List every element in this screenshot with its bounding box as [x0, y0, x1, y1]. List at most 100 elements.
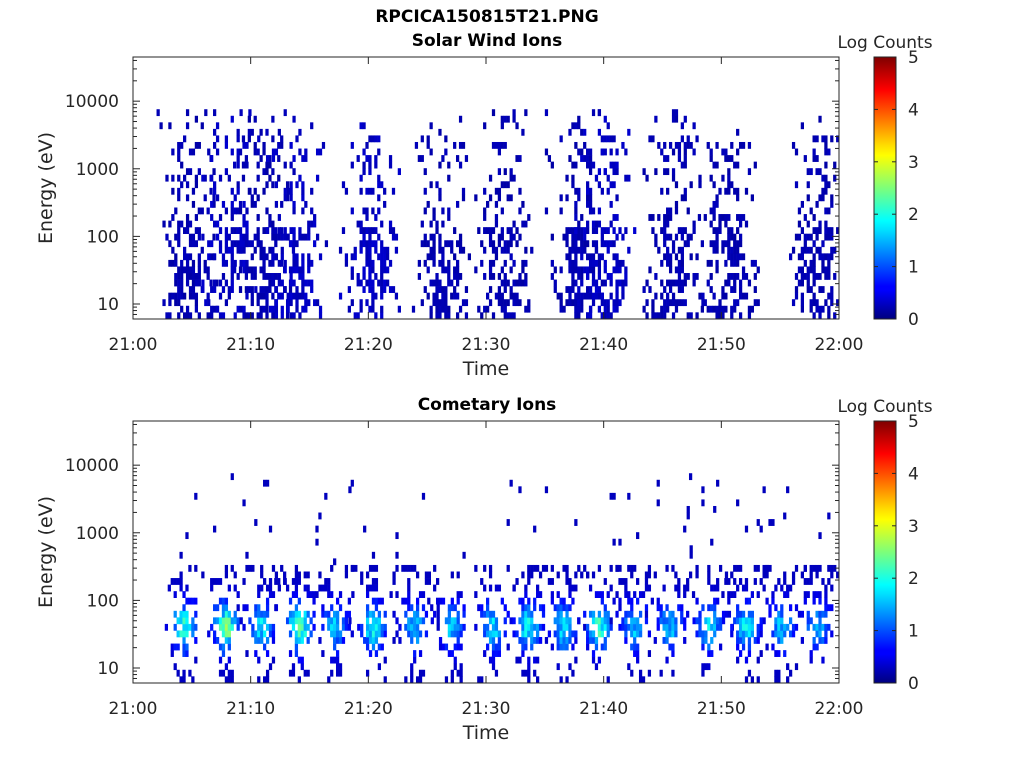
data-cell: [176, 669, 180, 677]
data-cell: [683, 591, 687, 598]
data-cell: [483, 227, 487, 234]
data-cell: [497, 148, 502, 156]
data-cell: [300, 637, 304, 644]
data-cell: [456, 630, 460, 638]
data-cell: [162, 220, 166, 228]
data-cell: [453, 286, 457, 293]
data-cell: [806, 168, 810, 176]
data-cell: [797, 279, 802, 287]
data-cell: [624, 610, 628, 618]
data-cell: [360, 630, 364, 638]
data-cell: [774, 623, 778, 631]
data-cell: [580, 214, 584, 221]
data-cell: [689, 545, 693, 553]
data-cell: [621, 623, 625, 631]
data-cell: [488, 299, 493, 307]
data-cell: [404, 610, 408, 618]
data-cell: [818, 312, 822, 320]
data-cell: [830, 233, 834, 241]
data-cell: [500, 246, 504, 254]
data-cell: [301, 266, 305, 274]
data-cell: [245, 604, 249, 612]
data-cell: [259, 155, 263, 162]
data-cell: [615, 194, 619, 202]
data-cell: [354, 564, 358, 572]
data-cell: [688, 571, 693, 579]
data-cell: [218, 214, 223, 221]
data-cell: [786, 676, 790, 684]
data-cell: [259, 292, 263, 300]
data-cell: [464, 286, 469, 293]
data-cell: [277, 233, 281, 241]
data-cell: [224, 604, 229, 612]
data-cell: [536, 637, 540, 644]
data-cell: [285, 584, 290, 592]
data-cell: [503, 259, 507, 267]
data-cell: [297, 617, 301, 625]
data-cell: [633, 617, 637, 625]
data-cell: [559, 292, 563, 300]
data-cell: [609, 200, 613, 208]
data-cell: [621, 292, 625, 300]
data-cell: [594, 643, 599, 651]
data-cell: [512, 299, 516, 307]
data-cell: [809, 299, 813, 307]
data-cell: [259, 266, 263, 274]
data-cell: [385, 253, 390, 261]
data-cell: [310, 207, 314, 215]
data-cell: [738, 650, 743, 657]
data-cell: [291, 617, 296, 625]
data-cell: [194, 181, 199, 189]
data-cell: [307, 259, 311, 267]
data-cell: [580, 292, 584, 300]
data-cell: [588, 286, 593, 293]
data-cell: [318, 253, 323, 261]
data-cell: [180, 266, 184, 274]
data-cell: [327, 623, 331, 631]
data-cell: [447, 604, 451, 612]
data-cell: [365, 604, 370, 612]
data-cell: [427, 578, 431, 585]
data-cell: [497, 584, 502, 592]
data-cell: [559, 266, 563, 274]
data-cell: [618, 266, 622, 274]
data-cell: [512, 233, 516, 241]
data-cell: [644, 578, 649, 585]
colorbar-tick-label: 3: [908, 517, 919, 537]
colorbar-tick-label: 0: [908, 310, 919, 330]
data-cell: [710, 584, 714, 592]
data-cell: [444, 148, 448, 156]
data-cell: [194, 637, 198, 644]
data-cell: [736, 656, 740, 664]
data-cell: [559, 623, 563, 631]
data-cell: [571, 122, 575, 130]
data-cell: [827, 207, 831, 215]
data-cell: [180, 141, 184, 149]
data-cell: [812, 279, 816, 287]
data-cell: [609, 492, 613, 500]
data-cell: [383, 253, 387, 261]
data-cell: [553, 279, 557, 287]
data-cell: [716, 597, 720, 605]
data-cell: [247, 240, 251, 248]
data-cell: [271, 623, 276, 631]
data-cell: [289, 266, 293, 274]
data-cell: [426, 141, 430, 149]
data-cell: [698, 630, 702, 638]
data-cell: [330, 669, 334, 677]
data-cell: [674, 141, 679, 149]
data-cell: [803, 233, 807, 241]
data-cell: [324, 240, 329, 248]
data-cell: [298, 292, 302, 300]
data-cell: [488, 571, 493, 579]
data-cell: [594, 259, 599, 267]
data-cell: [747, 637, 752, 644]
data-cell: [809, 305, 813, 313]
data-cell: [230, 617, 234, 625]
data-cell: [289, 240, 293, 248]
data-cell: [312, 591, 316, 598]
data-cell: [506, 610, 510, 618]
data-cell: [733, 273, 737, 280]
data-cell: [609, 161, 613, 169]
data-cell: [518, 637, 522, 644]
